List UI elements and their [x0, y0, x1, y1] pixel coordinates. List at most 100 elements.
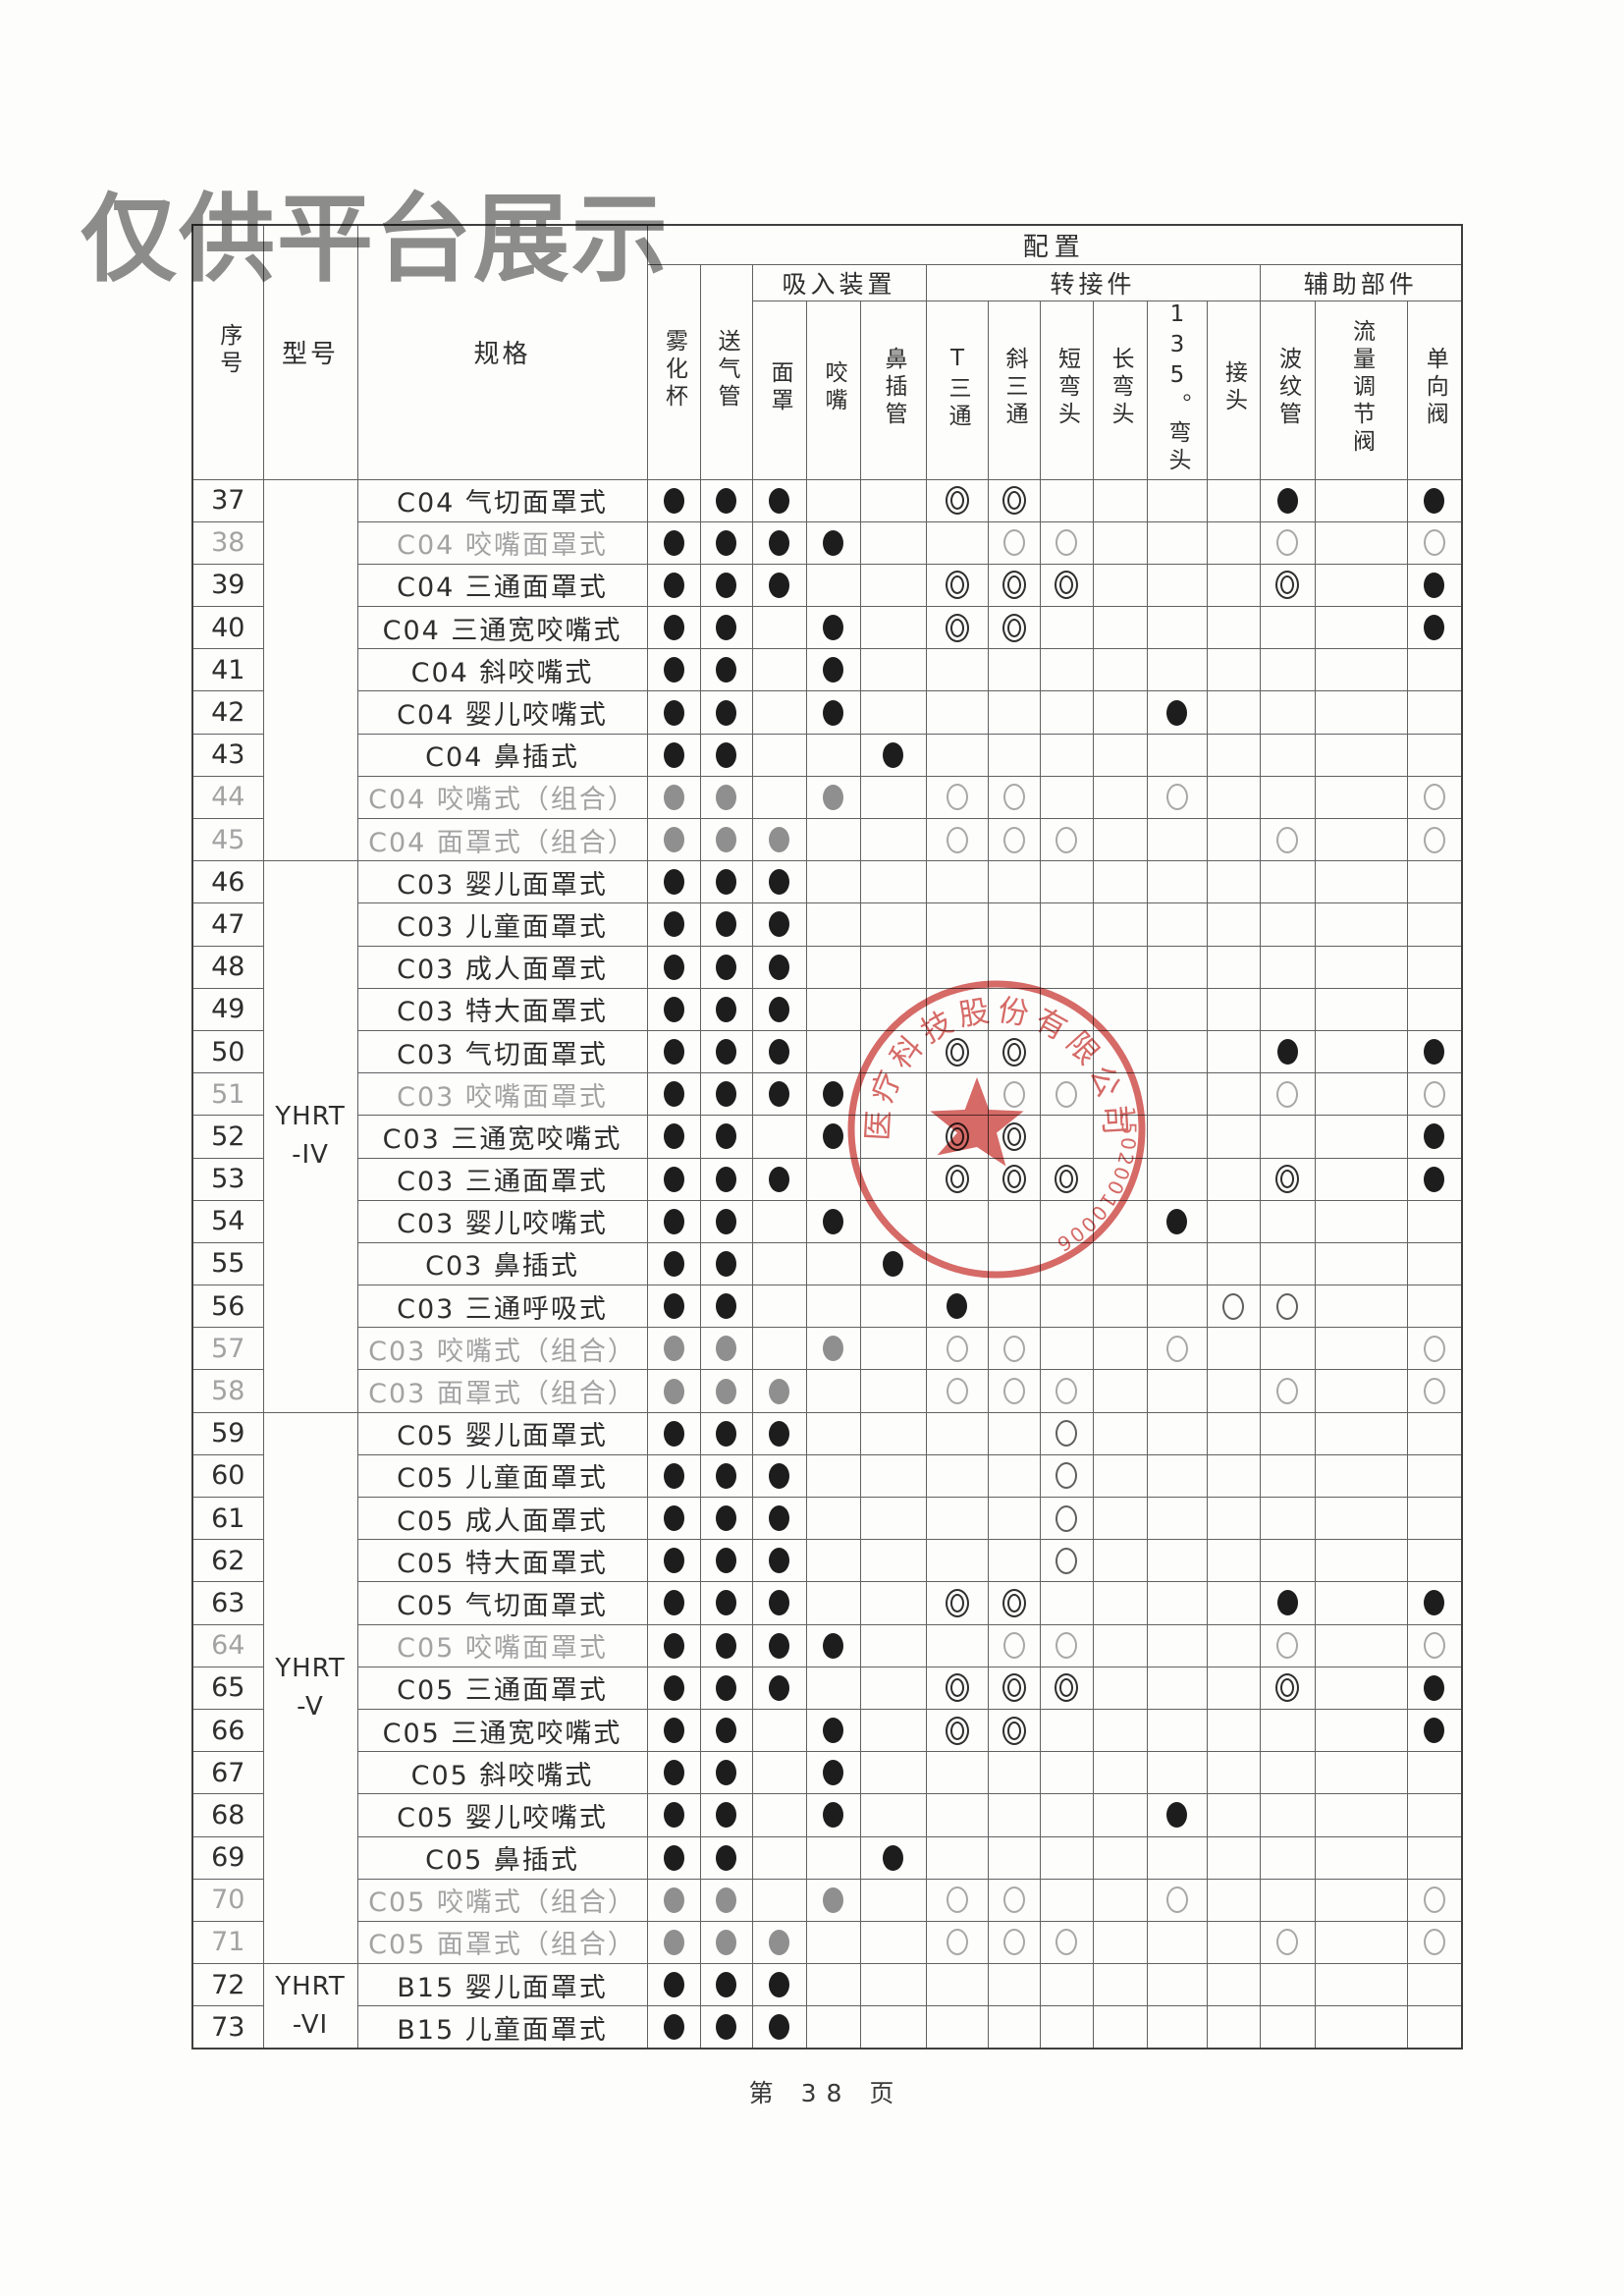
- mark-cell: [751, 1666, 807, 1710]
- header-col-t-tee: T三通: [925, 300, 989, 480]
- mark-cell: [987, 1072, 1041, 1117]
- hollow-circle: [1222, 1292, 1244, 1320]
- mark-cell: [1206, 1285, 1261, 1329]
- mark-cell: [987, 1496, 1041, 1541]
- mark-cell: [987, 690, 1041, 735]
- mark-cell: [987, 1029, 1041, 1074]
- hollow-circle: [1276, 529, 1298, 557]
- filled-dot: [769, 529, 789, 556]
- mark-cell: [987, 1581, 1041, 1625]
- filled-dot: [716, 1718, 736, 1744]
- filled-dot: [716, 572, 736, 598]
- filled-dot: [663, 2014, 684, 2041]
- table-row: 49 C03 特大面罩式: [191, 987, 1463, 1031]
- double-circle: [945, 1121, 969, 1151]
- mark-cell: [751, 1708, 807, 1753]
- mark-cell: [987, 775, 1041, 820]
- mark-cell: [925, 817, 989, 862]
- mark-cell: [646, 1241, 701, 1286]
- mark-cell: [1406, 1241, 1463, 1286]
- mark-cell: [699, 775, 753, 820]
- mark-cell: [1314, 1666, 1408, 1710]
- filled-dot: [663, 869, 684, 896]
- mark-cell: [1092, 817, 1148, 862]
- mark-cell: [1146, 606, 1208, 650]
- filled-dot: [716, 1674, 736, 1701]
- filled-dot: [716, 1081, 736, 1108]
- mark-cell: [1259, 902, 1316, 947]
- hollow-circle: [1276, 1080, 1298, 1108]
- mark-cell: [1092, 902, 1148, 947]
- mark-cell: [987, 1285, 1041, 1329]
- mark-cell: [1259, 733, 1316, 777]
- mark-cell: [1314, 563, 1408, 608]
- filled-dot-gray: [663, 784, 684, 810]
- mark-cell: [859, 1496, 927, 1541]
- mark-cell: [1039, 1920, 1094, 1965]
- filled-dot: [769, 1462, 789, 1489]
- mark-cell: [859, 478, 927, 522]
- mark-cell: [859, 775, 927, 820]
- mark-cell: [1314, 1539, 1408, 1583]
- mark-cell: [1092, 1878, 1148, 1922]
- filled-dot: [1424, 572, 1445, 598]
- double-circle: [945, 1037, 969, 1066]
- row-number: 55: [191, 1241, 264, 1286]
- mark-cell: [987, 1751, 1041, 1795]
- mark-cell: [699, 1369, 753, 1413]
- mark-cell: [987, 648, 1041, 692]
- header-group-inhale: 吸入装置: [751, 263, 927, 301]
- filled-dot-gray: [663, 827, 684, 853]
- mark-cell: [1406, 606, 1463, 650]
- hollow-circle: [1002, 529, 1025, 557]
- table-row: 53 C03 三通面罩式: [191, 1157, 1463, 1201]
- mark-cell: [1039, 1581, 1094, 1625]
- filled-dot: [769, 1632, 789, 1659]
- mark-cell: [859, 1539, 927, 1583]
- mark-cell: [859, 1920, 927, 1965]
- hollow-circle: [1423, 784, 1445, 811]
- mark-cell: [1314, 1072, 1408, 1117]
- hollow-circle: [1056, 1504, 1077, 1532]
- filled-dot: [823, 1208, 843, 1234]
- header-config: 配置: [646, 224, 1463, 265]
- mark-cell: [805, 733, 861, 777]
- filled-dot: [769, 1039, 789, 1066]
- mark-cell: [751, 1072, 807, 1117]
- mark-cell: [1146, 945, 1208, 989]
- mark-cell: [925, 945, 989, 989]
- mark-cell: [805, 1751, 861, 1795]
- mark-cell: [646, 1157, 701, 1201]
- double-circle: [945, 1673, 969, 1703]
- mark-cell: [1092, 520, 1148, 565]
- mark-cell: [1146, 1623, 1208, 1667]
- mark-cell: [1206, 733, 1261, 777]
- mark-cell: [1314, 1411, 1408, 1455]
- col-label: 雾化杯: [661, 328, 687, 411]
- spec-cell: C05 咬嘴式（组合）: [356, 1878, 648, 1922]
- mark-cell: [1206, 902, 1261, 947]
- filled-dot: [716, 1293, 736, 1320]
- mark-cell: [646, 1199, 701, 1243]
- filled-dot: [663, 1972, 684, 1998]
- spec-cell: C04 三通宽咬嘴式: [356, 606, 648, 650]
- mark-cell: [1314, 1453, 1408, 1499]
- row-number: 64: [191, 1623, 264, 1667]
- double-circle: [945, 613, 969, 642]
- filled-dot: [1276, 1590, 1298, 1616]
- mark-cell: [805, 1793, 861, 1837]
- mark-cell: [1206, 1623, 1261, 1667]
- mark-cell: [1206, 478, 1261, 522]
- mark-cell: [1092, 1072, 1148, 1117]
- hollow-circle: [1056, 826, 1077, 853]
- mark-cell: [805, 987, 861, 1031]
- filled-dot: [769, 572, 789, 598]
- double-circle: [945, 1165, 969, 1194]
- filled-dot: [716, 996, 736, 1022]
- filled-dot: [716, 2014, 736, 2041]
- spec-cell: B15 儿童面罩式: [356, 2005, 648, 2050]
- hollow-circle: [1056, 529, 1077, 557]
- mark-cell: [646, 1793, 701, 1837]
- mark-cell: [987, 1453, 1041, 1499]
- mark-cell: [1314, 1285, 1408, 1329]
